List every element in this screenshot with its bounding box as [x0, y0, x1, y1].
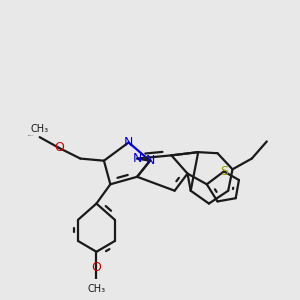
Text: CH₃: CH₃ [31, 124, 49, 134]
Text: S: S [220, 165, 228, 178]
Text: methoxy: methoxy [28, 134, 34, 136]
Text: CH₃: CH₃ [87, 284, 106, 294]
Text: O: O [92, 261, 101, 274]
Text: N: N [124, 136, 133, 149]
Text: N: N [145, 154, 155, 167]
Text: O: O [54, 141, 64, 154]
Text: N: N [133, 152, 142, 165]
